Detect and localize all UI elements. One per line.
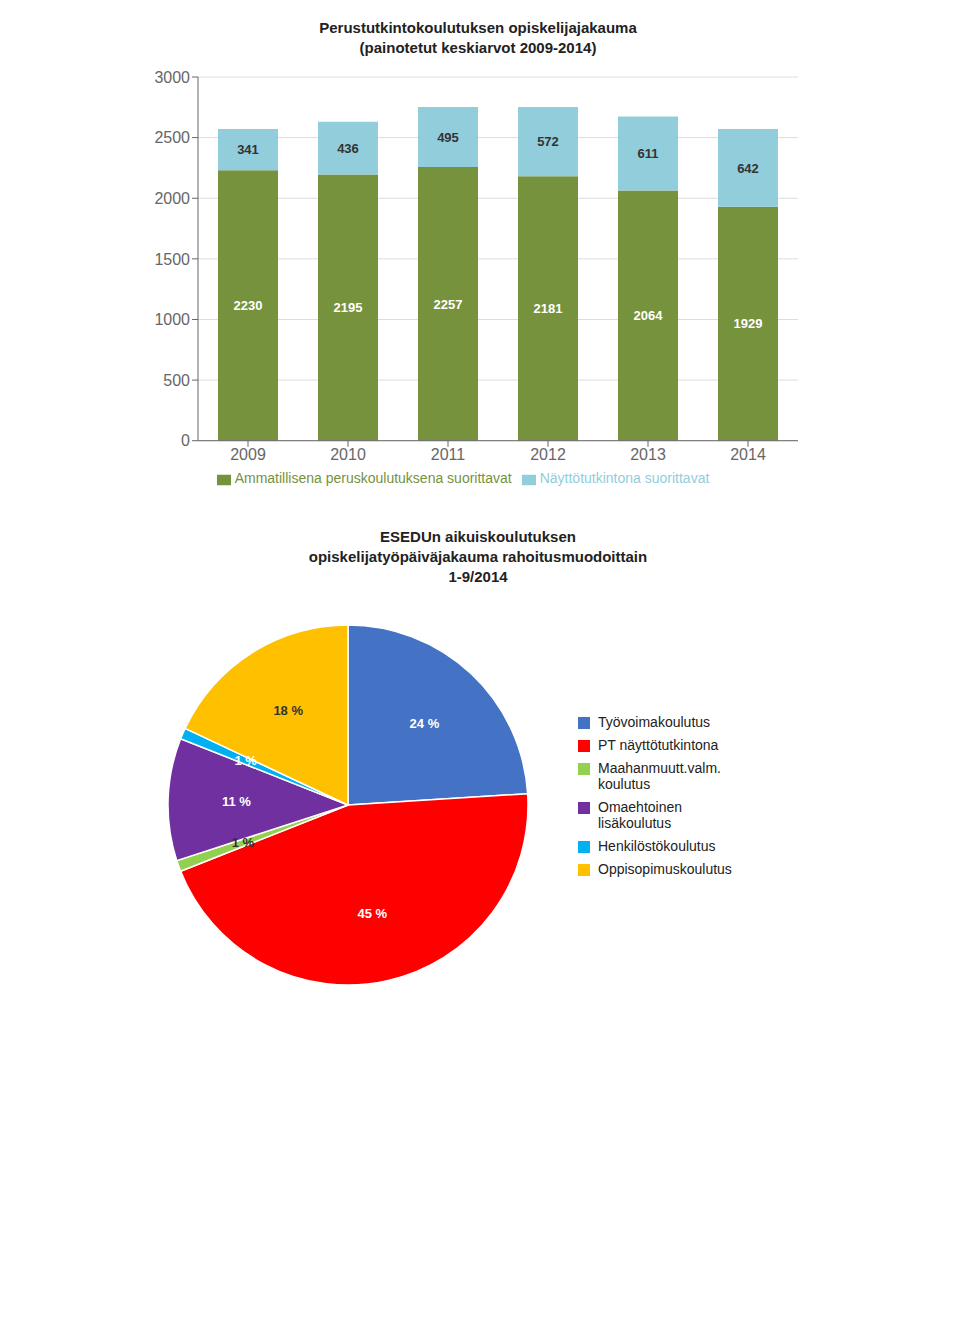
html-text:Näyttötutkintona suorittavat: Näyttötutkintona suorittavat (539, 470, 710, 487)
svg-text:1500: 1500 (154, 250, 190, 267)
svg-text:572: 572 (537, 134, 559, 149)
svg-text:611: 611 (638, 146, 659, 161)
svg-text:2181: 2181 (534, 301, 563, 316)
svg-text:0: 0 (181, 432, 190, 449)
svg-text:1929: 1929 (734, 316, 763, 331)
html-text:(painotetut keskiarvot 2009-20: (painotetut keskiarvot 2009-2014) (359, 39, 597, 57)
html-text:Ammatillisena peruskoulutuksen: Ammatillisena peruskoulutuksena suoritta… (234, 470, 512, 487)
svg-text:1000: 1000 (154, 311, 190, 328)
svg-text:45 %: 45 % (358, 907, 388, 922)
svg-text:24 %: 24 % (410, 716, 440, 731)
html-text:Henkilöstökoulutus: Henkilöstökoulutus (598, 837, 716, 854)
svg-text:500: 500 (163, 371, 190, 388)
html-text:ESEDUn aikuiskoulutuksen: ESEDUn aikuiskoulutuksen (380, 527, 576, 545)
html-text:Perustutkintokoulutuksen opisk: Perustutkintokoulutuksen opiskelijajakau… (319, 19, 637, 36)
svg-text:1 %: 1 % (234, 753, 257, 768)
svg-text:2012: 2012 (530, 446, 566, 463)
svg-text:2257: 2257 (434, 296, 463, 311)
svg-text:2010: 2010 (330, 446, 366, 463)
html-text:1-9/2014: 1-9/2014 (448, 568, 508, 585)
svg-text:2500: 2500 (154, 129, 190, 146)
svg-text:2230: 2230 (234, 298, 263, 313)
svg-text:341: 341 (237, 142, 259, 157)
svg-text:495: 495 (437, 129, 459, 144)
html-text:Työvoimakoulutus: Työvoimakoulutus (598, 713, 711, 730)
svg-text:11 %: 11 % (222, 794, 251, 809)
svg-text:2011: 2011 (431, 446, 466, 463)
svg-text:2014: 2014 (730, 446, 766, 463)
svg-text:2009: 2009 (230, 446, 266, 463)
svg-text:2000: 2000 (154, 189, 190, 206)
html-text:Oppisopimuskoulutus: Oppisopimuskoulutus (598, 860, 732, 877)
svg-text:1 %: 1 % (232, 836, 255, 851)
html-text:lisäkoulutus: lisäkoulutus (598, 814, 672, 831)
svg-text:2195: 2195 (334, 300, 363, 315)
html-text:opiskelijatyöpäiväjakauma raho: opiskelijatyöpäiväjakauma rahoitusmuodoi… (308, 547, 648, 565)
svg-text:436: 436 (337, 140, 359, 155)
svg-text:2013: 2013 (630, 446, 666, 463)
svg-text:18 %: 18 % (273, 704, 303, 719)
html-text:Maahanmuutt.valm.: Maahanmuutt.valm. (598, 759, 721, 776)
html-text:PT näyttötutkintona: PT näyttötutkintona (598, 736, 719, 753)
svg-text:642: 642 (737, 160, 759, 175)
svg-text:2064: 2064 (634, 308, 664, 323)
html-text:koulutus: koulutus (598, 775, 651, 792)
html-text:Omaehtoinen: Omaehtoinen (598, 798, 683, 815)
svg-text:3000: 3000 (154, 68, 190, 85)
